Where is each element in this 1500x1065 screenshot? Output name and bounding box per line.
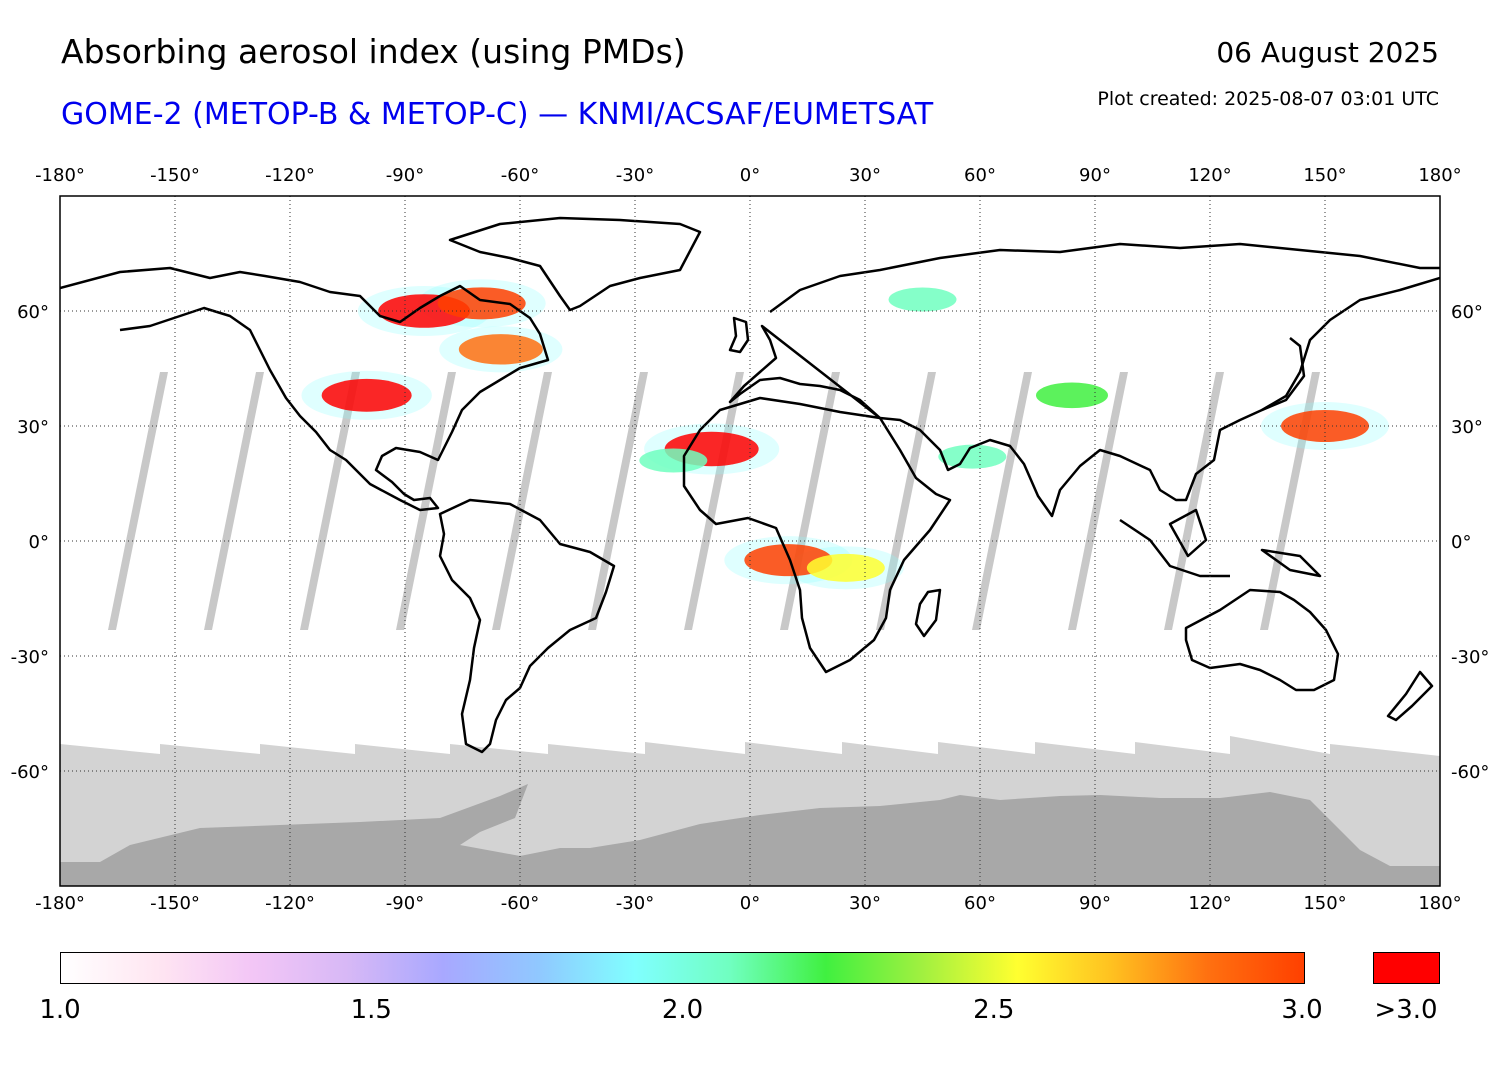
greenland-coast bbox=[448, 216, 702, 312]
british-isles-coast bbox=[728, 316, 750, 354]
aerosol-plume bbox=[437, 287, 526, 320]
lon-tick-label-bottom: 0° bbox=[740, 893, 760, 914]
subtitle: GOME-2 (METOP-B & METOP-C) — KNMI/ACSAF/… bbox=[61, 97, 934, 132]
lon-tick-label-top: 90° bbox=[1079, 165, 1111, 186]
madagascar-coast bbox=[914, 588, 942, 638]
date-label: 06 August 2025 bbox=[1216, 36, 1439, 69]
aerosol-plume bbox=[888, 287, 957, 312]
orbit-gap-stripe bbox=[108, 372, 168, 630]
colorbar-tick-label: 1.5 bbox=[350, 995, 392, 1025]
aerosol-plume bbox=[806, 553, 885, 582]
lon-tick-label-top: -30° bbox=[616, 165, 654, 186]
colorbar bbox=[60, 952, 1305, 984]
aerosol-plume bbox=[1036, 382, 1108, 409]
aerosol-plume bbox=[938, 444, 1007, 469]
orbit-gap-stripe bbox=[876, 372, 936, 630]
aerosol-plume bbox=[639, 448, 708, 473]
aerosol-plume bbox=[458, 334, 543, 365]
lat-tick-label-right: 0° bbox=[1451, 532, 1471, 553]
orbit-gap-stripe bbox=[396, 372, 456, 630]
colorbar-tick-label: 2.0 bbox=[661, 995, 704, 1025]
orbit-gap-stripe bbox=[588, 372, 648, 630]
lon-tick-label-bottom: -90° bbox=[386, 893, 424, 914]
lon-tick-label-top: -60° bbox=[501, 165, 539, 186]
lon-tick-label-bottom: -180° bbox=[35, 893, 85, 914]
lat-tick-label-right: -30° bbox=[1451, 647, 1489, 668]
aerosol-plumes bbox=[301, 279, 1389, 590]
lon-tick-label-top: 30° bbox=[849, 165, 881, 186]
lon-tick-label-bottom: 30° bbox=[849, 893, 881, 914]
africa-coast bbox=[682, 396, 952, 674]
map-frame bbox=[59, 195, 1441, 887]
coastlines bbox=[60, 216, 1440, 754]
graticule bbox=[60, 196, 1440, 886]
eurasia-coast bbox=[728, 242, 1440, 518]
lon-tick-label-bottom: 120° bbox=[1188, 893, 1231, 914]
orbit-gap-stripe bbox=[1164, 372, 1224, 630]
australia-coast bbox=[1184, 588, 1340, 692]
lon-tick-label-top: -120° bbox=[265, 165, 315, 186]
lon-tick-label-bottom: 60° bbox=[964, 893, 996, 914]
orbit-gap-stripe bbox=[300, 372, 360, 630]
lat-tick-label-left: -60° bbox=[11, 762, 49, 783]
axis-ticks: -180° -180° -150° -150° -120° -120° -90° -90° -6… bbox=[11, 165, 1490, 914]
lon-tick-label-bottom: -120° bbox=[265, 893, 315, 914]
colorbar-tick-label: 2.5 bbox=[973, 995, 1015, 1025]
orbit-gap-stripe bbox=[972, 372, 1032, 630]
colorbar-tick-label: 1.0 bbox=[39, 995, 81, 1025]
page-title: Absorbing aerosol index (using PMDs) bbox=[61, 32, 686, 71]
lon-tick-label-bottom: 90° bbox=[1079, 893, 1111, 914]
new-zealand-coast bbox=[1386, 670, 1434, 722]
lon-tick-label-bottom: -30° bbox=[616, 893, 654, 914]
north-america-coast bbox=[60, 266, 550, 512]
lat-tick-label-right: -60° bbox=[1451, 762, 1489, 783]
lon-tick-label-top: 150° bbox=[1303, 165, 1346, 186]
lon-tick-label-top: 60° bbox=[964, 165, 996, 186]
lon-tick-label-top: -90° bbox=[386, 165, 424, 186]
lon-tick-label-bottom: 180° bbox=[1418, 893, 1461, 914]
lon-tick-label-top: 0° bbox=[740, 165, 760, 186]
lon-tick-label-top: -150° bbox=[150, 165, 200, 186]
aerosol-map: -180° -180° -150° -150° -120° -120° -90° -90° -6… bbox=[11, 165, 1490, 914]
lon-tick-label-top: 180° bbox=[1418, 165, 1461, 186]
lat-tick-label-right: 60° bbox=[1451, 302, 1483, 323]
orbit-gap-stripe bbox=[492, 372, 552, 630]
lon-tick-label-top: -180° bbox=[35, 165, 85, 186]
aerosol-plume bbox=[321, 378, 412, 412]
lon-tick-label-bottom: -60° bbox=[501, 893, 539, 914]
lat-tick-label-left: 30° bbox=[17, 417, 49, 438]
japan-coast bbox=[1261, 337, 1306, 412]
lon-tick-label-bottom: 150° bbox=[1303, 893, 1346, 914]
lat-tick-label-right: 30° bbox=[1451, 417, 1483, 438]
orbit-gap-stripe bbox=[1068, 372, 1128, 630]
lat-tick-label-left: 60° bbox=[17, 302, 49, 323]
lat-tick-label-left: 0° bbox=[29, 532, 49, 553]
south-america-coast bbox=[438, 498, 616, 754]
lon-tick-label-top: 120° bbox=[1188, 165, 1231, 186]
lat-tick-label-left: -30° bbox=[11, 647, 49, 668]
lon-tick-label-bottom: -150° bbox=[150, 893, 200, 914]
colorbar-over-range bbox=[1373, 952, 1440, 984]
colorbar-over-label: >3.0 bbox=[1374, 995, 1438, 1025]
colorbar-tick-label: 3.0 bbox=[1281, 995, 1323, 1025]
plot-created-label: Plot created: 2025-08-07 03:01 UTC bbox=[1097, 88, 1439, 110]
orbit-gap-stripe bbox=[204, 372, 264, 630]
